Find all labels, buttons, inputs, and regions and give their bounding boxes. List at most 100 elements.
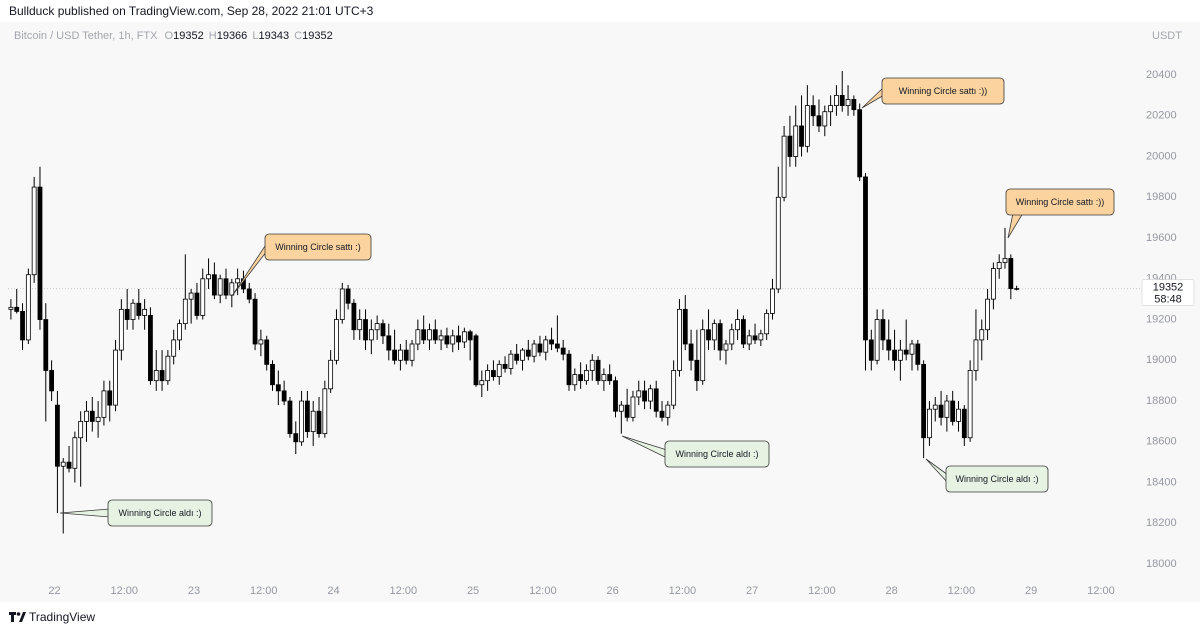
candle-body — [43, 319, 49, 371]
candle-body — [159, 370, 165, 382]
candle-body — [729, 329, 735, 345]
candle-body — [235, 278, 241, 284]
candle-body — [374, 323, 380, 331]
candle-body — [735, 319, 740, 331]
candle-body — [211, 274, 217, 296]
candle-body — [706, 329, 711, 341]
candles — [8, 70, 1020, 534]
candle-body — [153, 370, 159, 382]
x-tick-label: 24 — [327, 585, 339, 597]
y-tick-label: 19800 — [1146, 191, 1177, 203]
candle-body — [967, 370, 973, 439]
annotation-box — [1005, 188, 1115, 216]
candle-body — [938, 404, 944, 418]
candle-body — [20, 310, 25, 341]
candle-body — [537, 343, 543, 353]
candle-body — [188, 292, 194, 300]
candle-body — [985, 298, 990, 331]
candle-body — [415, 329, 421, 345]
candle-body — [392, 349, 397, 361]
candle-body — [107, 390, 113, 406]
candle-body — [37, 186, 43, 320]
candle-body — [688, 343, 694, 361]
publish-header: Bullduck published on TradingView.com, S… — [9, 4, 374, 18]
candle-body — [200, 278, 206, 316]
annotation-text: Winning Circle sattı :)) — [899, 86, 988, 96]
annotation-box — [107, 499, 213, 527]
candle-body — [363, 319, 368, 341]
y-tick-label: 20200 — [1146, 110, 1177, 122]
annotation-box — [664, 440, 770, 468]
candle-body — [572, 374, 578, 386]
candle-body — [851, 99, 857, 111]
candle-body — [217, 278, 223, 296]
x-tick-label: 22 — [48, 585, 60, 597]
ohlc-label: C — [294, 30, 302, 42]
candle-body — [554, 343, 560, 349]
candle-body — [927, 408, 932, 439]
y-tick-label: 18000 — [1146, 558, 1177, 570]
x-tick-label: 12:00 — [669, 585, 697, 597]
candle-body — [432, 329, 438, 341]
candle-body — [822, 111, 828, 127]
annotation-box — [264, 233, 372, 261]
annotation-text: Winning Circle aldı :) — [955, 474, 1038, 484]
candle-body — [171, 339, 177, 357]
candle-body — [897, 349, 903, 361]
candle-body — [427, 329, 432, 341]
candle-body — [467, 331, 473, 341]
candle-body — [1008, 258, 1014, 289]
candle-body — [589, 359, 595, 371]
candle-body — [863, 176, 868, 341]
candle-body — [741, 319, 746, 345]
candle-body — [345, 288, 351, 304]
candle-body — [66, 461, 72, 469]
candle-body — [578, 374, 584, 382]
candle-body — [793, 125, 799, 157]
annotation: Winning Circle sattı :) — [231, 233, 372, 297]
x-tick-label: 23 — [188, 585, 200, 597]
candle-body — [1002, 258, 1008, 263]
x-tick-label: 29 — [1025, 585, 1037, 597]
candle-body — [682, 308, 688, 345]
candle-body — [950, 400, 956, 422]
candle-body — [287, 400, 293, 435]
candle-body — [775, 196, 781, 290]
candle-body — [543, 339, 549, 353]
candle-body — [996, 262, 1002, 270]
candle-body — [101, 390, 107, 418]
x-tick-label: 12:00 — [529, 585, 557, 597]
symbol-name: Bitcoin / USD Tether, 1h, FTX — [14, 30, 158, 42]
candle-body — [932, 404, 938, 410]
candle-body — [677, 308, 682, 371]
candle-body — [339, 288, 345, 320]
candle-body — [113, 349, 118, 406]
footer-brand: TradingView — [29, 610, 95, 624]
candle-body — [60, 461, 66, 467]
candle-body — [78, 421, 84, 439]
candle-body — [909, 343, 915, 355]
candle-body — [450, 335, 456, 345]
candle-body — [694, 359, 700, 382]
candle-body — [834, 94, 839, 106]
x-tick-label: 25 — [467, 585, 479, 597]
candle-body — [95, 416, 101, 422]
candle-body — [874, 319, 880, 361]
annotation-text: Winning Circle sattı :) — [275, 242, 361, 252]
price-tag — [1141, 279, 1195, 306]
candle-body — [711, 323, 717, 341]
price-tag-countdown: 58:48 — [1154, 293, 1182, 305]
candle-body — [229, 282, 235, 296]
footer-logo — [9, 612, 26, 622]
candle-body — [485, 370, 491, 382]
candle-body — [357, 319, 363, 331]
candle-body — [810, 105, 816, 117]
candle-body — [804, 105, 810, 147]
annotation-box — [881, 77, 1005, 105]
ohlc-label: O — [165, 30, 174, 42]
candle-body — [624, 404, 630, 418]
candle-body — [647, 388, 653, 402]
annotation: Winning Circle sattı :)) — [1005, 188, 1115, 239]
candle-body — [421, 329, 427, 341]
